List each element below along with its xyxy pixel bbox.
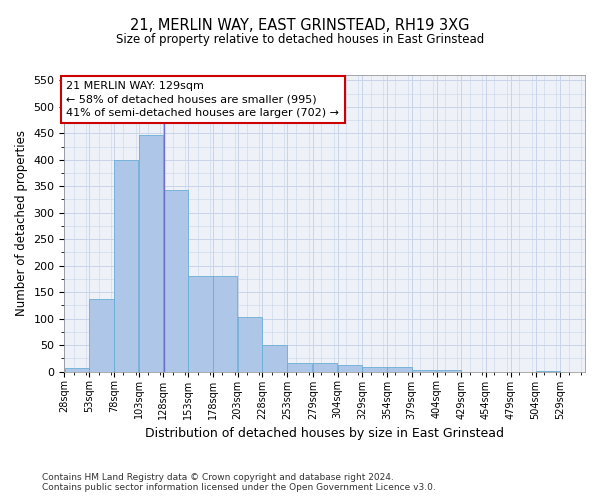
Bar: [188, 276, 213, 372]
Bar: [287, 362, 311, 372]
Bar: [536, 371, 560, 372]
Bar: [262, 345, 287, 372]
Text: Contains public sector information licensed under the Open Government Licence v3: Contains public sector information licen…: [42, 484, 436, 492]
Bar: [238, 317, 262, 372]
Bar: [213, 276, 238, 372]
Bar: [114, 160, 139, 372]
Y-axis label: Number of detached properties: Number of detached properties: [15, 130, 28, 316]
X-axis label: Distribution of detached houses by size in East Grinstead: Distribution of detached houses by size …: [145, 427, 504, 440]
Bar: [387, 368, 412, 372]
Text: 21, MERLIN WAY, EAST GRINSTEAD, RH19 3XG: 21, MERLIN WAY, EAST GRINSTEAD, RH19 3XG: [130, 18, 470, 32]
Bar: [313, 362, 337, 372]
Bar: [139, 135, 163, 372]
Bar: [338, 366, 362, 372]
Bar: [437, 370, 461, 372]
Bar: [362, 368, 387, 372]
Bar: [89, 298, 114, 372]
Text: Contains HM Land Registry data © Crown copyright and database right 2024.: Contains HM Land Registry data © Crown c…: [42, 472, 394, 482]
Text: 21 MERLIN WAY: 129sqm
← 58% of detached houses are smaller (995)
41% of semi-det: 21 MERLIN WAY: 129sqm ← 58% of detached …: [67, 82, 340, 118]
Bar: [65, 368, 89, 372]
Text: Size of property relative to detached houses in East Grinstead: Size of property relative to detached ho…: [116, 32, 484, 46]
Bar: [412, 370, 436, 372]
Bar: [164, 190, 188, 372]
